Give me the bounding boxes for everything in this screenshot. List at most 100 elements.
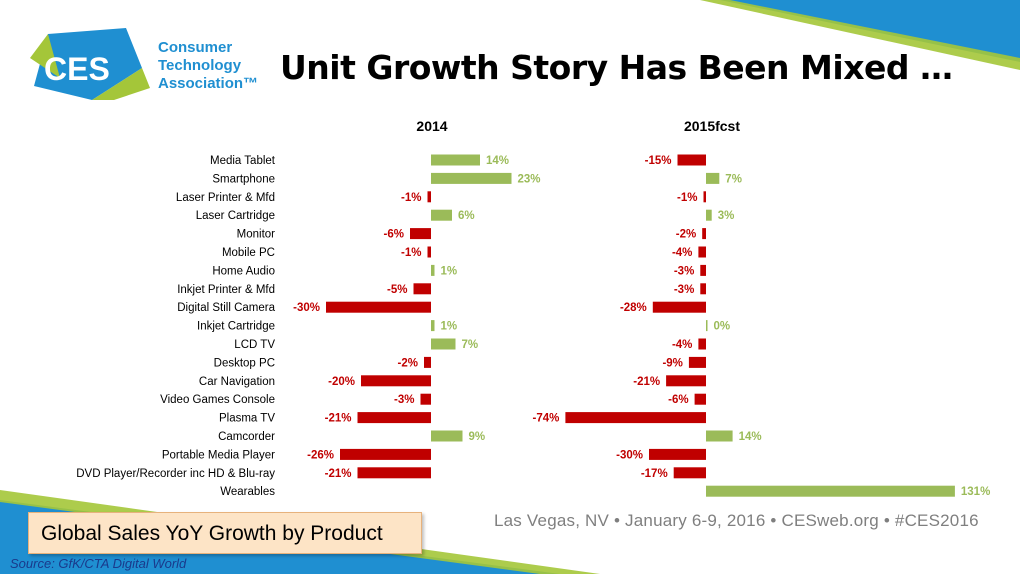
bar <box>357 412 431 424</box>
category-label: Portable Media Player <box>162 449 275 461</box>
bar <box>649 448 706 460</box>
data-label: 23% <box>518 173 541 185</box>
bar <box>431 172 512 184</box>
bar <box>431 338 456 350</box>
data-label: -28% <box>620 302 647 314</box>
bar <box>698 246 706 258</box>
bar <box>688 356 706 368</box>
bar <box>326 301 431 313</box>
data-label: 14% <box>739 431 762 443</box>
data-label: 9% <box>469 431 486 443</box>
bar <box>706 209 712 221</box>
data-label: 1% <box>441 265 458 277</box>
data-label: -9% <box>662 357 682 369</box>
bar <box>698 338 706 350</box>
data-label: 7% <box>725 173 742 185</box>
bar <box>700 264 706 276</box>
bar <box>706 485 955 497</box>
bar <box>673 467 706 479</box>
data-label: 7% <box>462 339 479 351</box>
data-label: 131% <box>961 486 990 498</box>
bar <box>706 430 733 442</box>
caption-box: Global Sales YoY Growth by Product <box>28 512 422 554</box>
category-label: Video Games Console <box>160 394 275 406</box>
data-label: 3% <box>718 210 735 222</box>
category-label: Media Tablet <box>210 155 276 167</box>
category-label: Plasma TV <box>219 413 275 425</box>
data-label: -3% <box>674 265 694 277</box>
data-label: 14% <box>486 155 509 167</box>
data-label: -3% <box>394 394 414 406</box>
bar <box>420 393 431 405</box>
data-label: -74% <box>533 413 560 425</box>
category-label: Desktop PC <box>214 357 275 369</box>
logo-line-2: Technology <box>158 57 242 74</box>
logo-line-1: Consumer <box>158 39 233 56</box>
data-label: -4% <box>672 247 692 259</box>
bar <box>361 375 431 387</box>
category-label: Wearables <box>220 486 275 498</box>
ces-logo-mark: CES <box>30 28 150 100</box>
bar <box>431 320 435 332</box>
top-right-stripe <box>700 0 1020 70</box>
bar <box>427 246 431 258</box>
data-label: -1% <box>677 192 697 204</box>
bar <box>677 154 706 166</box>
logo-line-3: Association™ <box>158 75 259 92</box>
data-label: -30% <box>293 302 320 314</box>
data-label: -17% <box>641 468 668 480</box>
series-header: 2014 <box>416 118 447 134</box>
bar <box>431 264 435 276</box>
page-title: Unit Growth Story Has Been Mixed … <box>280 48 953 87</box>
bar <box>666 375 706 387</box>
bar <box>413 283 431 295</box>
category-label: LCD TV <box>234 339 275 351</box>
category-label: Smartphone <box>212 173 275 185</box>
data-label: -21% <box>633 376 660 388</box>
category-label: Digital Still Camera <box>177 302 275 314</box>
bar <box>431 154 480 166</box>
data-label: -15% <box>645 155 672 167</box>
bar <box>565 412 706 424</box>
category-label: Car Navigation <box>199 376 275 388</box>
data-label: -1% <box>401 192 421 204</box>
category-label: Camcorder <box>218 431 275 443</box>
data-label: -6% <box>668 394 688 406</box>
ces-logo: CES <box>30 28 260 100</box>
bar <box>427 191 431 203</box>
bar <box>431 209 452 221</box>
series-header: 2015fcst <box>684 118 740 134</box>
category-label: Inkjet Printer & Mfd <box>177 284 275 296</box>
data-label: -1% <box>401 247 421 259</box>
data-label: -2% <box>398 357 418 369</box>
bar <box>431 430 463 442</box>
data-label: -26% <box>307 449 334 461</box>
bar <box>703 191 706 203</box>
category-label: Inkjet Cartridge <box>197 321 275 333</box>
data-label: -21% <box>325 413 352 425</box>
bar <box>424 356 431 368</box>
category-label: Home Audio <box>212 265 275 277</box>
bar <box>706 320 708 332</box>
data-label: -20% <box>328 376 355 388</box>
data-label: -21% <box>325 468 352 480</box>
source-note: Source: GfK/CTA Digital World <box>10 556 187 571</box>
data-label: 1% <box>441 321 458 333</box>
bar <box>706 172 720 184</box>
data-label: 0% <box>714 321 731 333</box>
data-label: -30% <box>616 449 643 461</box>
bar <box>357 467 431 479</box>
event-footer: Las Vegas, NV • January 6-9, 2016 • CESw… <box>494 511 979 530</box>
bar <box>410 228 431 240</box>
category-label: Laser Cartridge <box>196 210 275 222</box>
data-label: -3% <box>674 284 694 296</box>
category-label: DVD Player/Recorder inc HD & Blu-ray <box>76 468 275 480</box>
bar <box>700 283 706 295</box>
data-label: -4% <box>672 339 692 351</box>
data-label: -6% <box>384 229 404 241</box>
bar <box>694 393 706 405</box>
bar <box>702 228 706 240</box>
bar <box>340 448 431 460</box>
logo-mark-text: CES <box>44 51 110 87</box>
